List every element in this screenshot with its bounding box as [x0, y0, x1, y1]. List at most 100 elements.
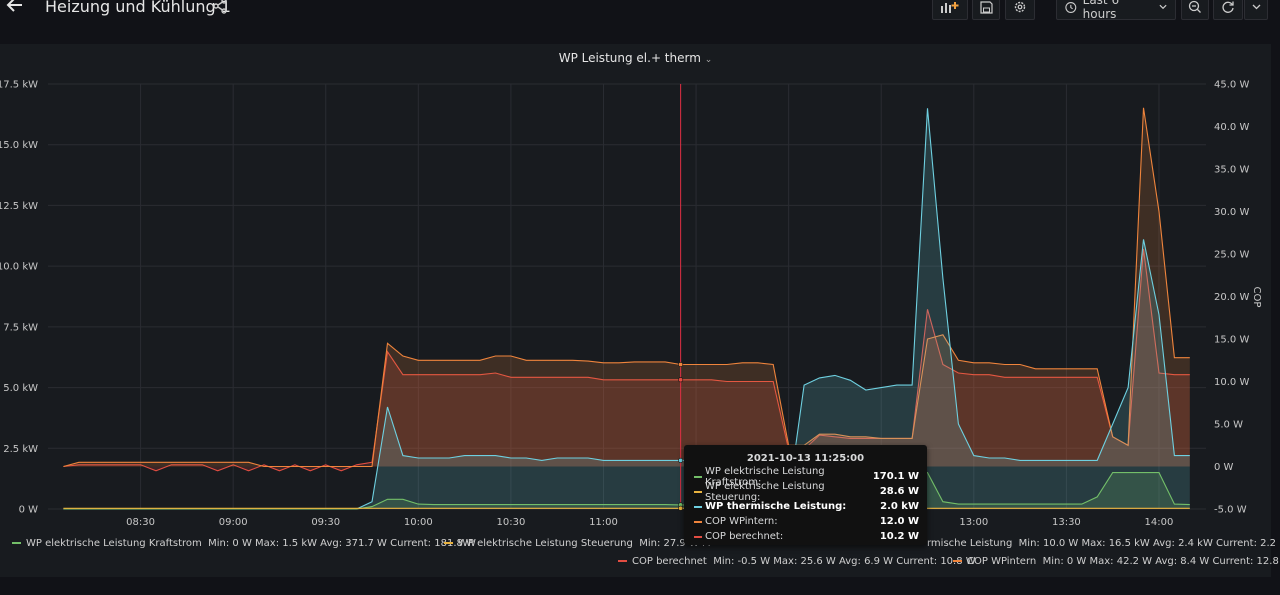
series-color-swatch	[694, 535, 702, 538]
series-color-swatch	[694, 490, 702, 493]
x-tick-label: 08:30	[126, 517, 155, 528]
tooltip-series-name: COP WPintern:	[705, 516, 778, 527]
gear-icon	[1014, 1, 1026, 13]
crosshair-point	[678, 457, 684, 463]
series-area	[63, 248, 1190, 471]
series-color-swatch	[953, 560, 962, 562]
legend-item-cop-berechnet[interactable]: COP berechnet Min: -0.5 W Max: 25.6 W Av…	[618, 556, 976, 567]
tooltip-series-name: WP elektrische Leistung Steuerung:	[705, 480, 825, 503]
clock-icon	[1065, 1, 1077, 13]
legend-series-name: WP elektrische Leistung Steuerung	[458, 538, 633, 549]
x-tick-label: 09:00	[219, 517, 248, 528]
legend-item-steuerung[interactable]: WP elektrische Leistung Steuerung Min: 2…	[444, 538, 711, 549]
series-line	[63, 107, 1190, 468]
y-tick-label-right: 30.0 W	[1214, 207, 1249, 218]
y-tick-label-right: 40.0 W	[1214, 122, 1249, 133]
tooltip-row: COP berechnet: 10.2 W	[684, 529, 927, 544]
x-tick-label: 11:00	[589, 517, 618, 528]
crosshair-point	[678, 377, 684, 383]
save-icon	[979, 0, 993, 14]
legend-item-cop-wpintern[interactable]: COP WPintern Min: 0 W Max: 42.2 W Avg: 8…	[953, 556, 1280, 567]
legend-series-name: COP berechnet	[632, 556, 707, 567]
back-arrow-icon[interactable]	[4, 0, 26, 16]
tooltip-series-name: COP berechnet:	[705, 531, 784, 542]
y-tick-label-right: 45.0 W	[1214, 80, 1249, 91]
legend-stats: Min: 27.9 W M	[639, 538, 711, 549]
y-tick-label-right: 25.0 W	[1214, 250, 1249, 261]
series-area	[63, 107, 1190, 467]
tooltip-series-value: 12.0 W	[879, 516, 919, 527]
time-range-picker[interactable]: Last 6 hours	[1056, 0, 1176, 21]
y-tick-label-left: 15.0 kW	[0, 140, 38, 151]
chevron-down-icon: ⌄	[704, 55, 713, 65]
y-tick-label-right: 20.0 W	[1214, 292, 1249, 303]
y-tick-label-right: 5.0 W	[1214, 420, 1243, 431]
refresh-button[interactable]	[1213, 0, 1243, 20]
top-bar: Heizung und Kühlung 1 Last 6 hours	[0, 0, 1280, 40]
x-tick-label: 09:30	[311, 517, 340, 528]
tooltip-row-highlighted: WP thermische Leistung: 2.0 kW	[684, 499, 927, 514]
legend-series-name: rmische Leistung	[927, 538, 1013, 549]
y-tick-label-left: 17.5 kW	[0, 80, 38, 91]
tooltip-series-value: 170.1 W	[872, 471, 919, 482]
series-line	[63, 248, 1190, 472]
y-tick-label-left: 5.0 kW	[3, 383, 38, 394]
panel-title-text: WP Leistung el.+ therm	[558, 51, 701, 65]
time-range-label: Last 6 hours	[1082, 0, 1120, 21]
y-tick-label-left: 2.5 kW	[3, 444, 38, 455]
add-panel-icon	[941, 2, 959, 13]
y-tick-label-right: 35.0 W	[1214, 165, 1249, 176]
dashboard-settings-button[interactable]	[1005, 0, 1035, 20]
add-panel-button[interactable]	[932, 0, 968, 20]
chevron-down-icon	[1252, 4, 1260, 10]
legend-stats: Min: 10.0 W Max: 16.5 kW Avg: 2.4 kW Cur…	[1018, 538, 1280, 549]
x-tick-label: 10:00	[404, 517, 433, 528]
zoom-out-button[interactable]	[1181, 0, 1209, 20]
x-tick-label: 13:30	[1052, 517, 1081, 528]
crosshair-point	[678, 505, 684, 511]
graph-panel	[0, 44, 1271, 577]
x-tick-label: 10:30	[496, 517, 525, 528]
series-color-swatch	[12, 542, 21, 544]
save-dashboard-button[interactable]	[972, 0, 1000, 20]
legend-series-name: WP elektrische Leistung Kraftstrom	[26, 538, 202, 549]
legend-stats: Min: -0.5 W Max: 25.6 W Avg: 6.9 W Curre…	[713, 556, 976, 567]
x-tick-label: 14:00	[1145, 517, 1174, 528]
panel-title[interactable]: WP Leistung el.+ therm ⌄	[0, 51, 1271, 65]
y-axis-label-right: COP	[1251, 287, 1262, 308]
y-tick-label-left: 0 W	[19, 505, 39, 516]
y-tick-label-right: 0 W	[1214, 462, 1234, 473]
hover-tooltip: 2021-10-13 11:25:00 WP elektrische Leist…	[684, 445, 927, 545]
tooltip-row: COP WPintern: 12.0 W	[684, 514, 927, 529]
series-line	[63, 472, 1190, 510]
tooltip-series-value: 2.0 kW	[880, 501, 919, 512]
series-color-swatch	[694, 475, 702, 478]
x-tick-label: 13:00	[959, 517, 988, 528]
y-tick-label-right: 15.0 W	[1214, 335, 1249, 346]
tooltip-series-value: 10.2 W	[879, 531, 919, 542]
y-tick-label-right: -5.0 W	[1214, 505, 1247, 516]
tooltip-timestamp: 2021-10-13 11:25:00	[746, 453, 865, 464]
refresh-interval-dropdown[interactable]	[1244, 0, 1268, 20]
y-tick-label-left: 10.0 kW	[0, 262, 38, 273]
y-tick-label-left: 12.5 kW	[0, 201, 38, 212]
crosshair-point	[678, 361, 684, 367]
dashboard-title: Heizung und Kühlung 1	[45, 0, 231, 16]
tooltip-row: WP elektrische Leistung Steuerung: 28.6 W	[684, 481, 927, 503]
refresh-icon	[1222, 1, 1234, 13]
legend-stats: Min: 0 W Max: 42.2 W Avg: 8.4 W Current:…	[1042, 556, 1280, 567]
legend-stats: Min: 0 W Max: 1.5 kW Avg: 371.7 W Curren…	[208, 538, 476, 549]
legend-item-thermisch[interactable]: rmische Leistung Min: 10.0 W Max: 16.5 k…	[927, 538, 1280, 549]
tooltip-series-name: WP thermische Leistung:	[705, 501, 847, 512]
tooltip-series-name: WP elektrische Leistung Kraftstrom:	[705, 465, 825, 488]
series-color-swatch	[618, 560, 627, 562]
tooltip-series-value: 28.6 W	[879, 486, 919, 497]
share-icon[interactable]	[212, 0, 228, 14]
tooltip-row: WP elektrische Leistung Kraftstrom: 170.1…	[684, 466, 927, 488]
zoom-out-icon	[1188, 0, 1201, 13]
y-tick-label-right: 10.0 W	[1214, 377, 1249, 388]
legend-series-name: COP WPintern	[967, 556, 1037, 567]
legend-item-kraftstrom[interactable]: WP elektrische Leistung Kraftstrom Min: …	[12, 538, 476, 549]
chevron-down-icon	[1159, 4, 1167, 10]
